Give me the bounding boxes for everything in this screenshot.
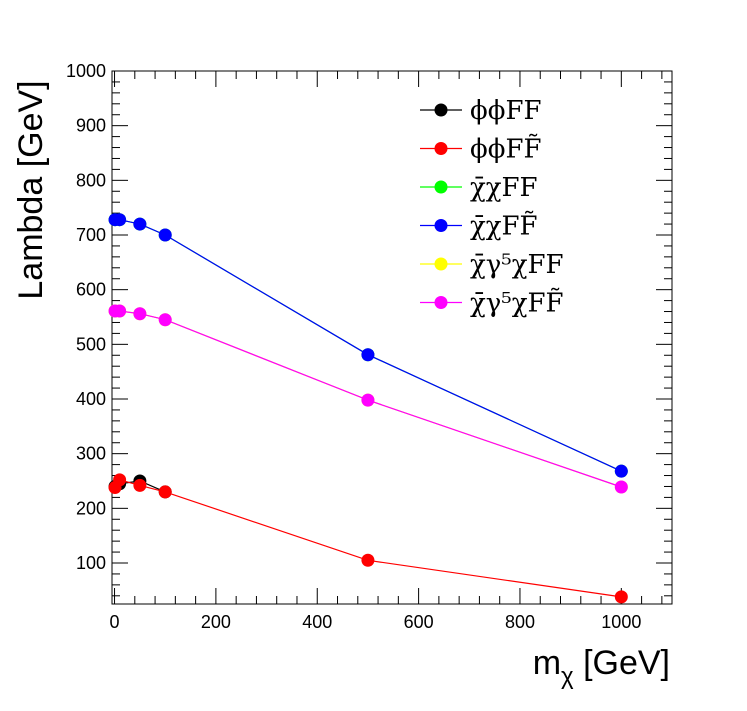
y-tick-label: 100: [76, 553, 106, 573]
legend-label: χ̄γ⁵χFF̃: [470, 288, 564, 319]
y-tick-label: 400: [76, 389, 106, 409]
y-axis-title: Lambda [GeV]: [12, 80, 50, 299]
data-point: [361, 348, 375, 362]
legend-entry: χ̄χFF̃: [420, 211, 538, 242]
axis-ticks: 0 200 400 600 800 1000 100 200 300 400 500 600 700 80…: [66, 61, 672, 632]
legend-entry: χ̄γ⁵χFF̃: [420, 288, 564, 319]
data-point: [158, 228, 172, 242]
y-tick-label: 700: [76, 225, 106, 245]
y-tick-label: 1000: [66, 61, 106, 81]
data-point: [133, 307, 147, 321]
series-6: [108, 304, 628, 494]
series-layer: [108, 213, 628, 604]
x-tick-label: 200: [201, 612, 231, 632]
data-point: [614, 464, 628, 478]
legend-label: χ̄χFF̃: [470, 211, 538, 242]
x-tick-label: 1000: [601, 612, 641, 632]
legend-marker: [434, 103, 448, 117]
data-point: [113, 304, 127, 318]
series-2: [108, 473, 628, 604]
legend-label: χ̄χFF: [470, 173, 538, 203]
legend-label: ϕϕFF: [470, 96, 542, 126]
plot-frame: [111, 70, 673, 605]
legend-marker: [434, 180, 448, 194]
data-point: [133, 217, 147, 231]
data-point: [113, 213, 127, 227]
x-tick-label: 800: [505, 612, 535, 632]
data-point: [361, 393, 375, 407]
data-point: [361, 553, 375, 567]
legend-marker: [434, 257, 448, 271]
data-point: [158, 313, 172, 327]
series-line: [114, 479, 622, 598]
y-tick-label: 600: [76, 280, 106, 300]
legend-marker: [434, 296, 448, 309]
x-axis-title: mχ [GeV]: [533, 644, 670, 690]
x-tick-label: 400: [302, 612, 332, 632]
legend-label: χ̄γ⁵χFF: [470, 250, 564, 280]
y-tick-label: 900: [76, 116, 106, 136]
data-point: [614, 480, 628, 494]
legend-marker: [434, 142, 448, 155]
legend-marker: [434, 219, 448, 232]
legend-entry: χ̄χFF: [420, 173, 538, 203]
legend: ϕϕFF ϕϕFF̃ χ̄χFF χ̄χFF̃ χ̄γ⁵χFF χ̄γ⁵χFF̃: [420, 96, 564, 319]
legend-label: ϕϕFF̃: [470, 134, 542, 165]
legend-entry: ϕϕFF: [420, 96, 542, 126]
data-point: [113, 473, 127, 487]
data-point: [133, 478, 147, 492]
y-tick-label: 300: [76, 444, 106, 464]
legend-entry: ϕϕFF̃: [420, 134, 542, 165]
x-tick-label: 600: [404, 612, 434, 632]
y-tick-label: 200: [76, 498, 106, 518]
x-tick-label: 0: [110, 612, 120, 632]
data-point: [614, 590, 628, 604]
series-4: [108, 213, 628, 478]
y-tick-label: 500: [76, 334, 106, 354]
y-tick-label: 800: [76, 170, 106, 190]
legend-entry: χ̄γ⁵χFF: [420, 250, 564, 280]
data-point: [158, 485, 172, 499]
